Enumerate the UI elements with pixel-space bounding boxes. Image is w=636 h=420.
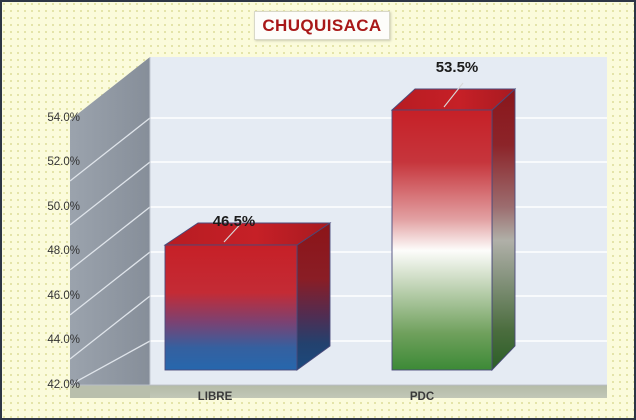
category-label-libre: LIBRE xyxy=(197,391,233,403)
bar-libre-leader-line xyxy=(223,217,247,243)
chart-floor-front-bevel xyxy=(70,385,150,398)
y-tick-label-3: 48.0% xyxy=(47,245,80,257)
bar-pdc-front-face xyxy=(391,109,493,371)
bar-libre-side-face xyxy=(296,222,331,371)
data-label-pdc: 53.5% xyxy=(435,59,479,76)
bar-libre-front-face xyxy=(164,244,298,371)
bar-pdc-leader-line xyxy=(443,82,464,108)
bar-libre[interactable] xyxy=(163,217,332,371)
bar-pdc-side-face xyxy=(491,87,516,372)
bar-pdc[interactable] xyxy=(390,82,517,372)
y-tick-label-4: 46.0% xyxy=(47,290,80,302)
chart-title-box: CHUQUISACA xyxy=(254,11,390,40)
category-label-pdc: PDC xyxy=(409,391,435,403)
chart-plot-svg xyxy=(69,57,607,398)
y-tick-label-2: 50.0% xyxy=(47,201,80,213)
y-tick-label-6: 42.0% xyxy=(47,379,80,391)
page-title: CHUQUISACA xyxy=(262,15,382,35)
chart-gridlines-side xyxy=(69,117,151,386)
chart-side-wall xyxy=(70,57,150,385)
y-axis: 54.0% 52.0% 50.0% 48.0% 46.0% 44.0% 42.0… xyxy=(2,2,80,418)
y-tick-label-5: 44.0% xyxy=(47,334,80,346)
y-tick-label-1: 52.0% xyxy=(47,156,80,168)
plot-area xyxy=(68,55,610,400)
y-tick-label-0: 54.0% xyxy=(47,112,80,124)
chart-floor xyxy=(70,385,607,398)
data-label-libre: 46.5% xyxy=(212,213,256,230)
